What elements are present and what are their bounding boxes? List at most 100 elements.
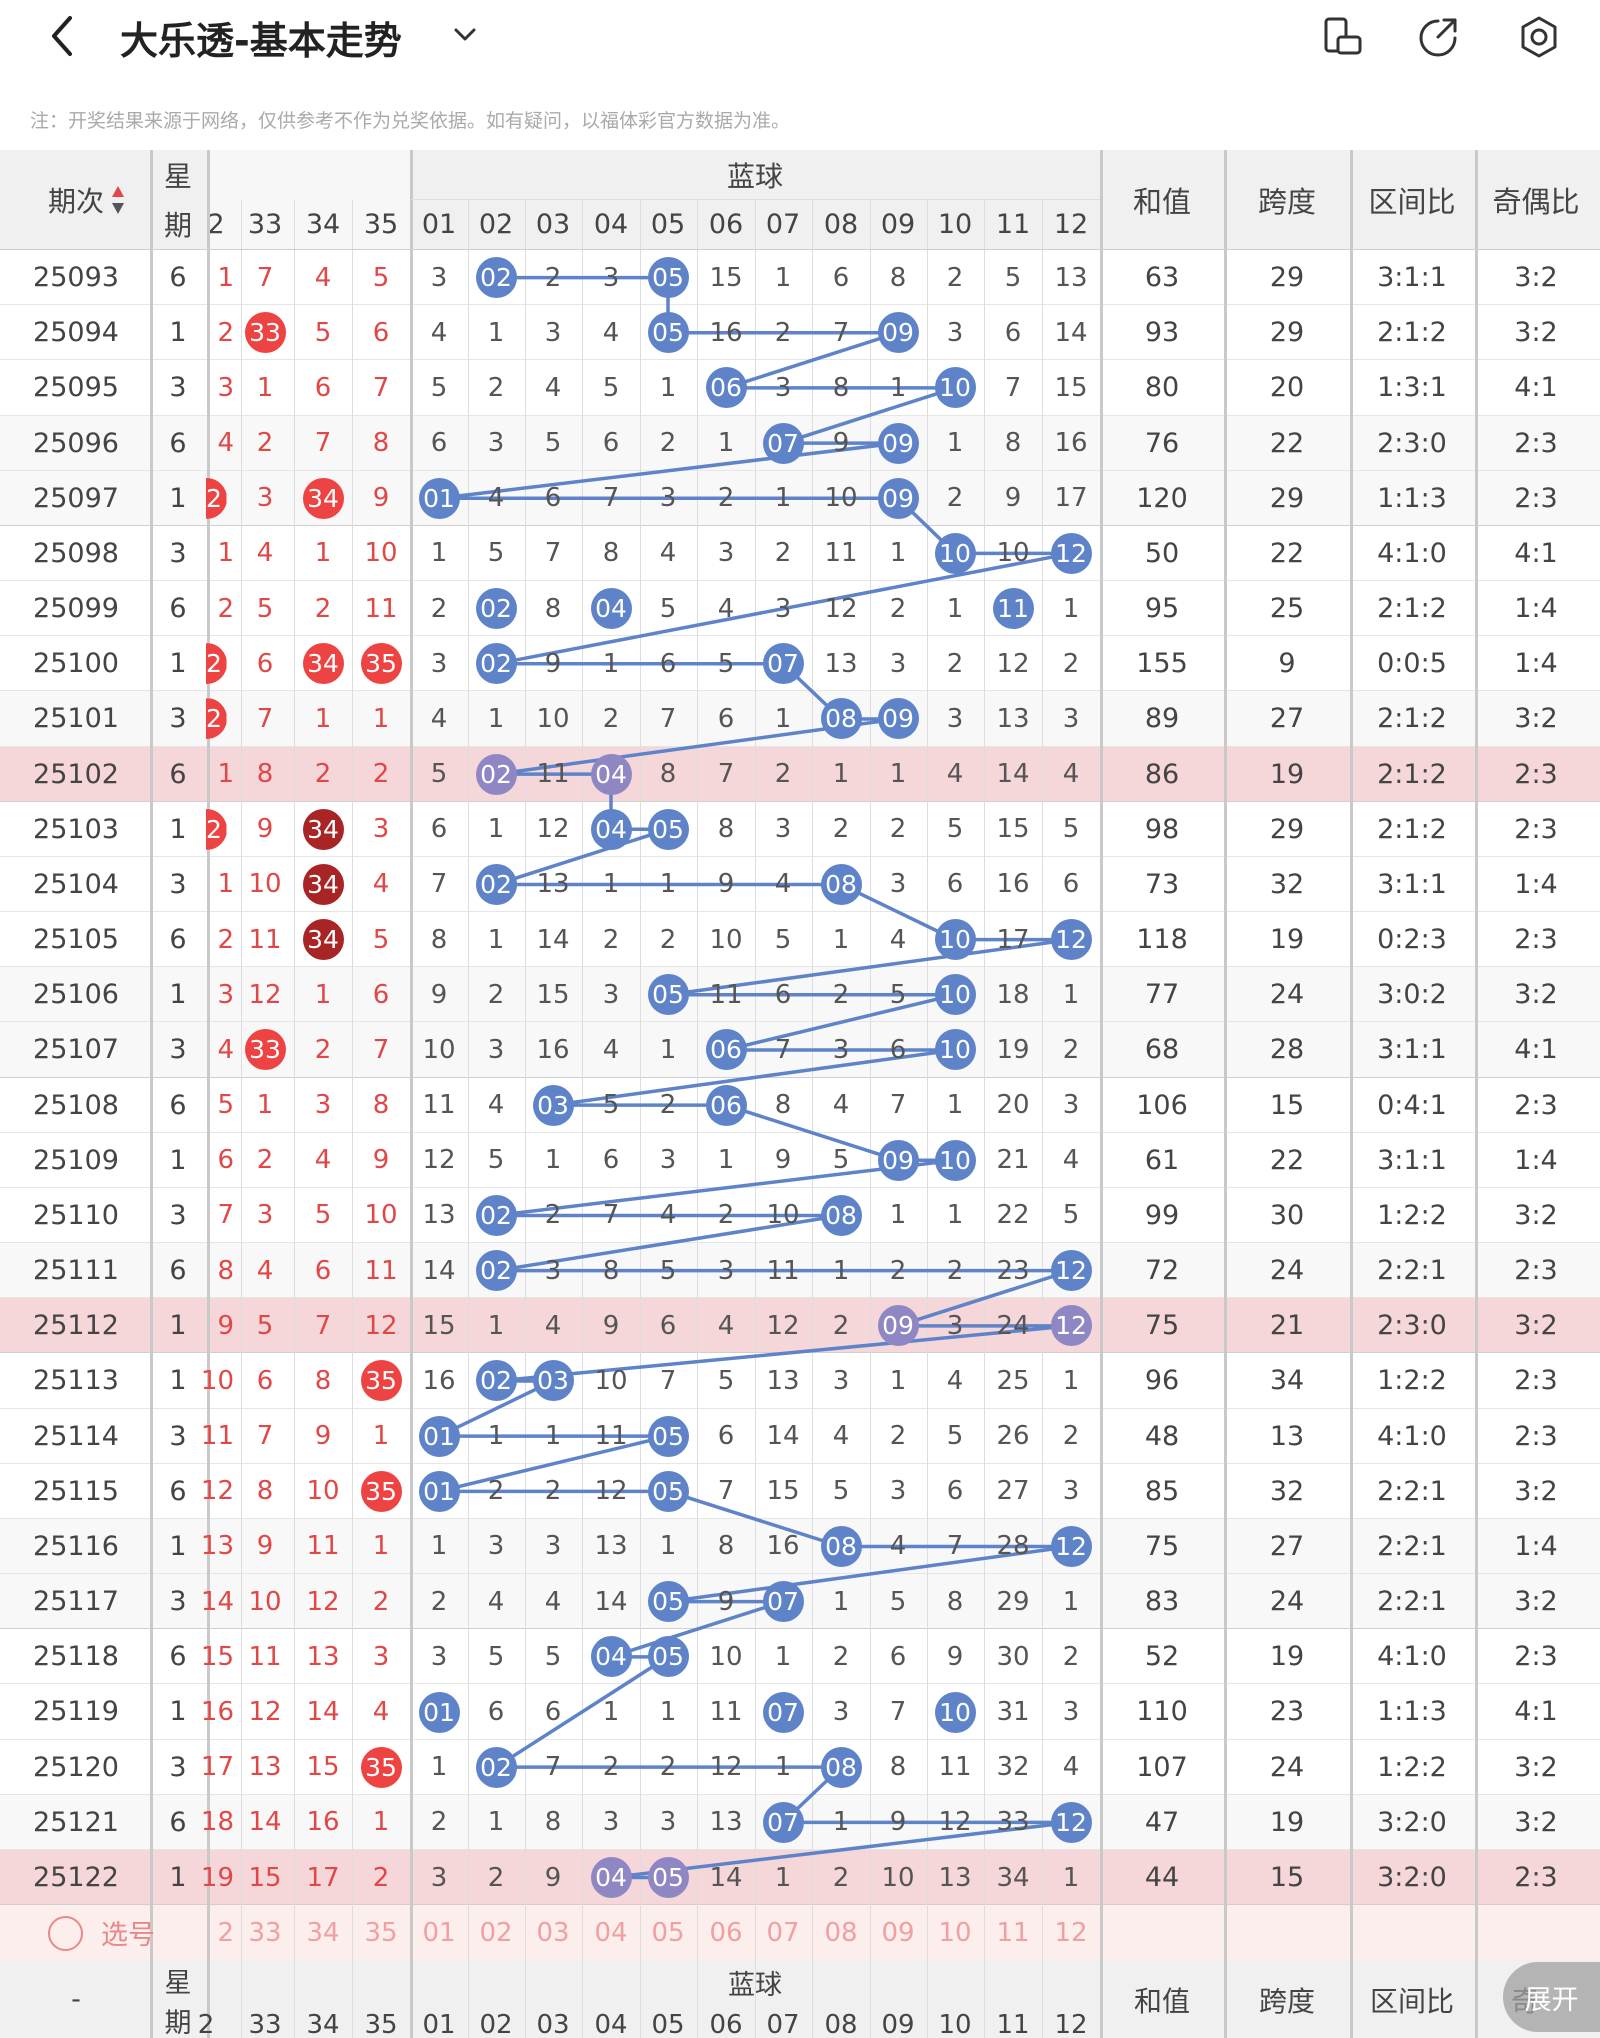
row-divider <box>0 1738 1600 1740</box>
blue-omission-value: 4 <box>717 593 735 624</box>
blue-omission-value: 9 <box>832 428 850 459</box>
blue-omission-value: 5 <box>1062 814 1080 845</box>
red-omission-value: 15 <box>248 1862 282 1893</box>
sort-arrows-icon[interactable] <box>111 184 125 216</box>
blue-omission-value: 1 <box>774 1752 792 1783</box>
blue-omission-value: 1 <box>659 1531 677 1562</box>
blue-ball-hit: 10 <box>934 1139 976 1181</box>
expand-button[interactable]: 展开 <box>1503 1962 1600 2032</box>
blue-omission-value: 5 <box>774 924 792 955</box>
weekday: 1 <box>169 1310 187 1342</box>
blue-ball-hit: 05 <box>647 1581 689 1623</box>
blue-omission-value: 1 <box>946 1090 964 1121</box>
zone-ratio-value: 3:2:0 <box>1377 1862 1447 1893</box>
blue-omission-value: 2 <box>430 593 448 624</box>
sum-value: 77 <box>1144 979 1180 1011</box>
red-omission-value: 17 <box>306 1862 340 1893</box>
red-omission-value: 14 <box>200 1586 234 1617</box>
blue-omission-value: 15 <box>1054 372 1088 403</box>
footer-blue-number: 06 <box>709 2010 743 2038</box>
blue-ball-hit: 03 <box>532 1084 574 1126</box>
blue-omission-value: 2 <box>889 593 907 624</box>
blue-omission-value: 1 <box>544 1421 562 1452</box>
period-number: 25114 <box>33 1420 119 1452</box>
grid-line <box>524 200 526 2038</box>
zone-ratio-value: 1:1:3 <box>1377 1696 1447 1728</box>
blue-omission-value: 1 <box>487 814 505 845</box>
blue-omission-value: 21 <box>996 1145 1030 1176</box>
blue-ball-hit: 08 <box>820 1746 862 1788</box>
red-omission-value: 2 <box>217 924 234 955</box>
rotate-screen-icon[interactable] <box>1318 13 1366 61</box>
blue-omission-value: 2 <box>659 924 677 955</box>
blue-omission-value: 3 <box>430 262 448 293</box>
zone-ratio-value: 2:1:2 <box>1377 593 1447 625</box>
period-number: 25096 <box>33 427 119 459</box>
column-header-blue-number: 07 <box>765 209 801 240</box>
blue-omission-value: 3 <box>544 1531 562 1562</box>
period-number: 25115 <box>33 1475 119 1507</box>
blue-omission-value: 11 <box>938 1752 972 1783</box>
footer-blue-number: 02 <box>479 2010 513 2038</box>
odd-even-value: 3:2 <box>1514 1806 1558 1838</box>
blue-omission-value: 7 <box>544 538 562 569</box>
blue-omission-value: 15 <box>422 1310 456 1341</box>
blue-omission-value: 8 <box>544 1807 562 1838</box>
blue-omission-value: 14 <box>1054 317 1088 348</box>
sum-value: 61 <box>1144 1144 1180 1176</box>
odd-even-value: 2:3 <box>1514 1420 1558 1452</box>
blue-omission-value: 12 <box>594 1476 628 1507</box>
zone-ratio-value: 3:0:2 <box>1377 979 1447 1011</box>
red-omission-value: 3 <box>217 372 234 403</box>
blue-omission-value: 9 <box>602 1310 620 1341</box>
blue-omission-value: 3 <box>602 1807 620 1838</box>
column-header-red-number: 2 <box>207 209 225 240</box>
blue-omission-value: 14 <box>709 1862 743 1893</box>
red-omission-value: 10 <box>364 1200 398 1231</box>
chevron-down-icon[interactable] <box>448 20 482 50</box>
footer-blue-number: 07 <box>766 2010 800 2038</box>
blue-omission-value: 1 <box>832 1255 850 1286</box>
sum-value: 107 <box>1136 1751 1188 1783</box>
page-title[interactable]: 大乐透-基本走势 <box>120 19 402 63</box>
back-arrow-icon[interactable] <box>44 14 84 58</box>
settings-gear-icon[interactable] <box>1515 13 1563 61</box>
footer-blue-number: 01 <box>422 2010 456 2038</box>
span-value: 9 <box>1278 648 1296 680</box>
weekday: 6 <box>169 427 187 459</box>
weekday: 3 <box>169 1199 187 1231</box>
select-circle-icon[interactable] <box>48 1916 83 1952</box>
blue-omission-value: 12 <box>996 648 1030 679</box>
period-number: 25113 <box>33 1365 119 1397</box>
red-omission-value: 3 <box>372 814 390 845</box>
blue-omission-value: 13 <box>938 1862 972 1893</box>
blue-omission-value: 3 <box>889 869 907 900</box>
blue-omission-value: 8 <box>659 759 677 790</box>
blue-omission-value: 4 <box>717 1310 735 1341</box>
select-row-bg <box>0 1905 1600 1961</box>
span-value: 29 <box>1269 813 1305 845</box>
blue-omission-value: 2 <box>430 1586 448 1617</box>
zone-ratio-value: 3:1:1 <box>1377 1034 1447 1066</box>
column-header-week-top: 星 <box>163 160 192 193</box>
blue-omission-value: 8 <box>430 924 448 955</box>
blue-omission-value: 10 <box>766 1200 800 1231</box>
blue-omission-value: 4 <box>1062 1752 1080 1783</box>
blue-omission-value: 22 <box>996 1200 1030 1231</box>
blue-omission-value: 7 <box>602 483 620 514</box>
span-value: 24 <box>1269 979 1305 1011</box>
blue-omission-value: 32 <box>996 1752 1030 1783</box>
blue-omission-value: 24 <box>996 1310 1030 1341</box>
select-red-number: 35 <box>364 1917 398 1948</box>
span-value: 32 <box>1269 868 1305 900</box>
red-omission-value: 6 <box>314 372 332 403</box>
sum-value: 95 <box>1144 593 1180 625</box>
share-icon[interactable] <box>1414 13 1462 61</box>
red-omission-value: 7 <box>314 1310 332 1341</box>
column-divider <box>410 150 413 2038</box>
blue-omission-value: 6 <box>1062 869 1080 900</box>
blue-omission-value: 4 <box>832 1090 850 1121</box>
blue-omission-value: 5 <box>946 1421 964 1452</box>
blue-omission-value: 2 <box>602 703 620 734</box>
blue-omission-value: 1 <box>889 1200 907 1231</box>
